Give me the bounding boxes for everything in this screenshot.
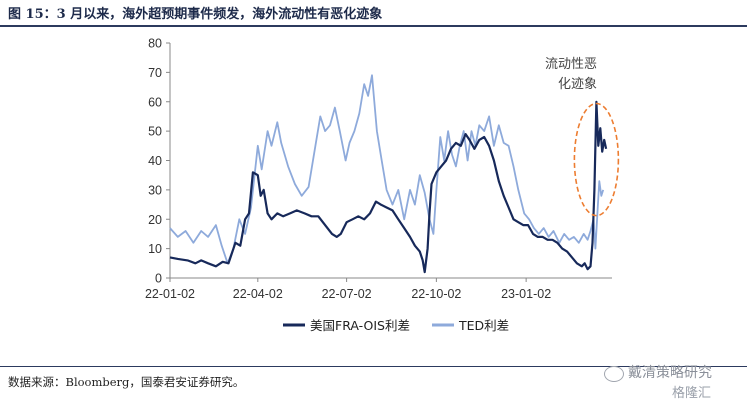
chart-legend: 美国FRA-OIS利差 TED利差 bbox=[283, 318, 509, 333]
y-tick-label: 10 bbox=[148, 242, 162, 256]
wechat-icon bbox=[604, 366, 624, 382]
series-line-ted bbox=[169, 74, 605, 265]
chart: 0 10 20 30 40 50 60 70 80 22-01-02 22-04-02 22-07-0… bbox=[145, 37, 620, 333]
legend-item-fra-ois: 美国FRA-OIS利差 bbox=[283, 318, 410, 333]
y-tick-label: 50 bbox=[148, 125, 162, 139]
figure-title: 图 15：3 月以来，海外超预期事件频发，海外流动性有恶化迹象 bbox=[8, 7, 383, 22]
legend-item-ted: TED利差 bbox=[432, 318, 509, 333]
y-tick-label: 20 bbox=[148, 213, 162, 227]
chart-series-layer bbox=[169, 74, 608, 274]
y-tick-label: 0 bbox=[155, 272, 162, 286]
x-tick-label: 22-10-02 bbox=[411, 287, 461, 301]
series-line-fra-ois bbox=[169, 100, 608, 274]
y-tick-label: 70 bbox=[148, 66, 162, 80]
x-tick-label: 22-07-02 bbox=[322, 287, 372, 301]
legend-label: TED利差 bbox=[458, 318, 509, 333]
y-tick-label: 40 bbox=[148, 154, 162, 168]
y-tick-label: 30 bbox=[148, 183, 162, 197]
title-divider bbox=[0, 25, 747, 27]
x-tick-label: 22-01-02 bbox=[145, 287, 195, 301]
chart-axes: 0 10 20 30 40 50 60 70 80 22-01-02 22-04-02 22-07-0… bbox=[145, 37, 612, 301]
y-tick-label: 80 bbox=[148, 37, 162, 51]
annotation-text: 流动性恶 bbox=[545, 57, 597, 72]
annotation-ellipse bbox=[573, 102, 620, 217]
watermark-account: 戴清策略研究 bbox=[628, 365, 712, 381]
footer-divider bbox=[0, 366, 747, 367]
source-note: 数据来源：Bloomberg，国泰君安证券研究。 bbox=[8, 375, 245, 389]
annotation-text: 化迹象 bbox=[558, 77, 597, 92]
legend-label: 美国FRA-OIS利差 bbox=[310, 318, 410, 333]
watermark-brand: 格隆汇 bbox=[672, 386, 712, 401]
x-tick-label: 23-01-02 bbox=[501, 287, 551, 301]
watermark: 戴清策略研究 格隆汇 bbox=[600, 360, 745, 404]
y-tick-label: 60 bbox=[148, 95, 162, 109]
x-tick-label: 22-04-02 bbox=[233, 287, 283, 301]
